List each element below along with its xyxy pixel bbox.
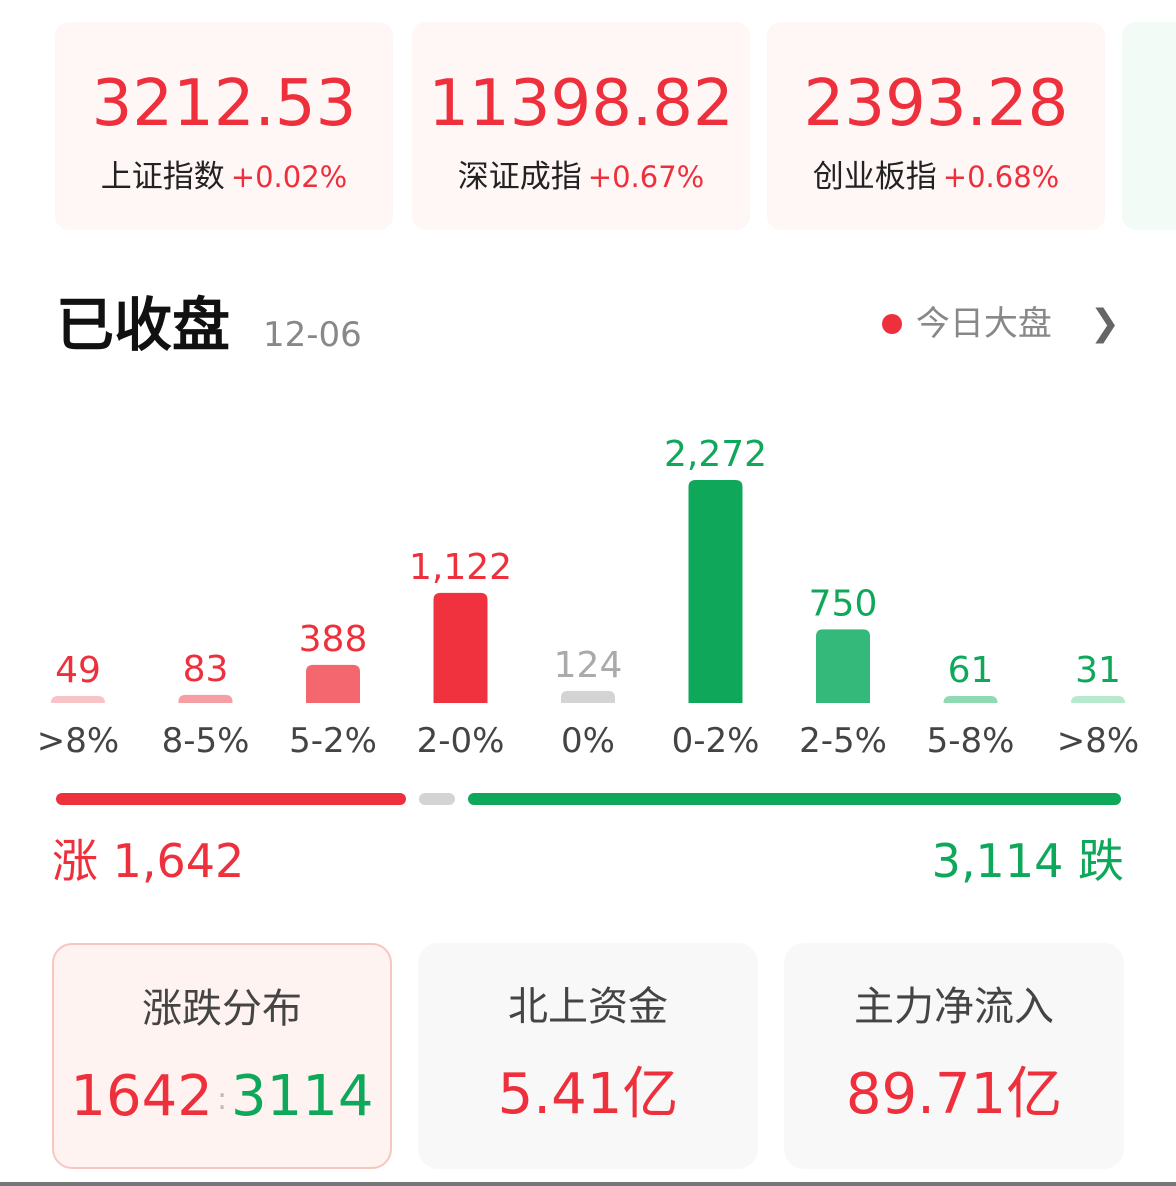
index-name: 上证指数 [100,159,225,195]
fall-bar [468,793,1121,805]
index-name: 创业板指 [812,159,937,195]
bar-value-label: 49 [55,650,101,691]
rise-bar [56,793,406,805]
bar-2 [306,664,360,703]
separator: : [216,1081,228,1117]
stat-label: 北上资金 [508,984,668,1030]
divider [0,1182,1176,1186]
bar-value-label: 1,122 [409,547,512,588]
index-card-sz[interactable]: 11398.82 深证成指 +0.67% [412,22,750,230]
bar-value-label: 124 [554,645,623,686]
stat-value: 5.41亿 [497,1062,679,1127]
bar-8 [1071,696,1125,703]
rise-count: 涨 1,642 [52,834,245,888]
bar-value-label: 750 [809,583,878,624]
live-dot-icon [881,314,902,334]
category-label: 0-2% [672,721,760,761]
today-market-link[interactable]: 今日大盘 ❯ [881,303,1120,344]
stat-main-net-inflow[interactable]: 主力净流入 89.71亿 [784,943,1124,1169]
category-label: 0% [561,721,615,761]
index-name: 深证成指 [457,159,582,195]
index-value: 2393.28 [803,67,1069,141]
index-card-cyb[interactable]: 2393.28 创业板指 +0.68% [767,22,1105,230]
stat-northbound-funds[interactable]: 北上资金 5.41亿 [418,943,758,1169]
category-label: 5-2% [289,721,377,761]
bar-1 [178,694,233,703]
bar-6 [816,629,870,703]
market-date: 12-06 [263,315,362,355]
market-status-title: 已收盘 [56,291,231,359]
bar-value-label: 83 [183,649,229,690]
stat-rise-fall-distribution[interactable]: 涨跌分布 1642:3114 [52,943,392,1169]
category-label: >8% [1057,721,1139,761]
index-card-partial[interactable] [1122,22,1176,230]
fall-count: 3,114 跌 [931,834,1124,888]
bar-value-label: 61 [948,650,994,691]
bar-value-label: 388 [299,619,368,660]
bar-value-label: 31 [1075,650,1121,691]
index-value: 11398.82 [428,67,734,141]
index-change: +0.68% [942,160,1060,194]
today-market-label: 今日大盘 [915,304,1052,344]
category-label: 8-5% [162,721,250,761]
category-label: 2-5% [799,721,887,761]
category-label: >8% [37,721,119,761]
bar-0 [51,696,105,703]
index-change: +0.02% [230,160,348,194]
bar-value-label: 2,272 [664,434,767,475]
stat-up-count: 1642 [70,1064,213,1129]
bar-3 [433,592,488,703]
distribution-chart: 49 >8% 83 8-5% 388 5-2% 1,122 2-0% 124 0% 2,272 0-2… [37,434,1139,761]
stat-label: 涨跌分布 [142,986,302,1032]
index-card-sh[interactable]: 3212.53 上证指数 +0.02% [55,22,393,230]
chevron-right-icon: ❯ [1089,303,1120,344]
bar-5 [688,480,743,703]
category-label: 5-8% [927,721,1015,761]
bar-4 [561,690,615,703]
index-value: 3212.53 [91,67,357,141]
stat-value: 89.71亿 [845,1062,1063,1127]
bar-7 [943,696,998,703]
stat-label: 主力净流入 [854,984,1054,1030]
index-change: +0.67% [587,160,705,194]
category-label: 2-0% [417,721,505,761]
flat-bar [419,793,455,805]
stat-down-count: 3114 [231,1064,374,1129]
